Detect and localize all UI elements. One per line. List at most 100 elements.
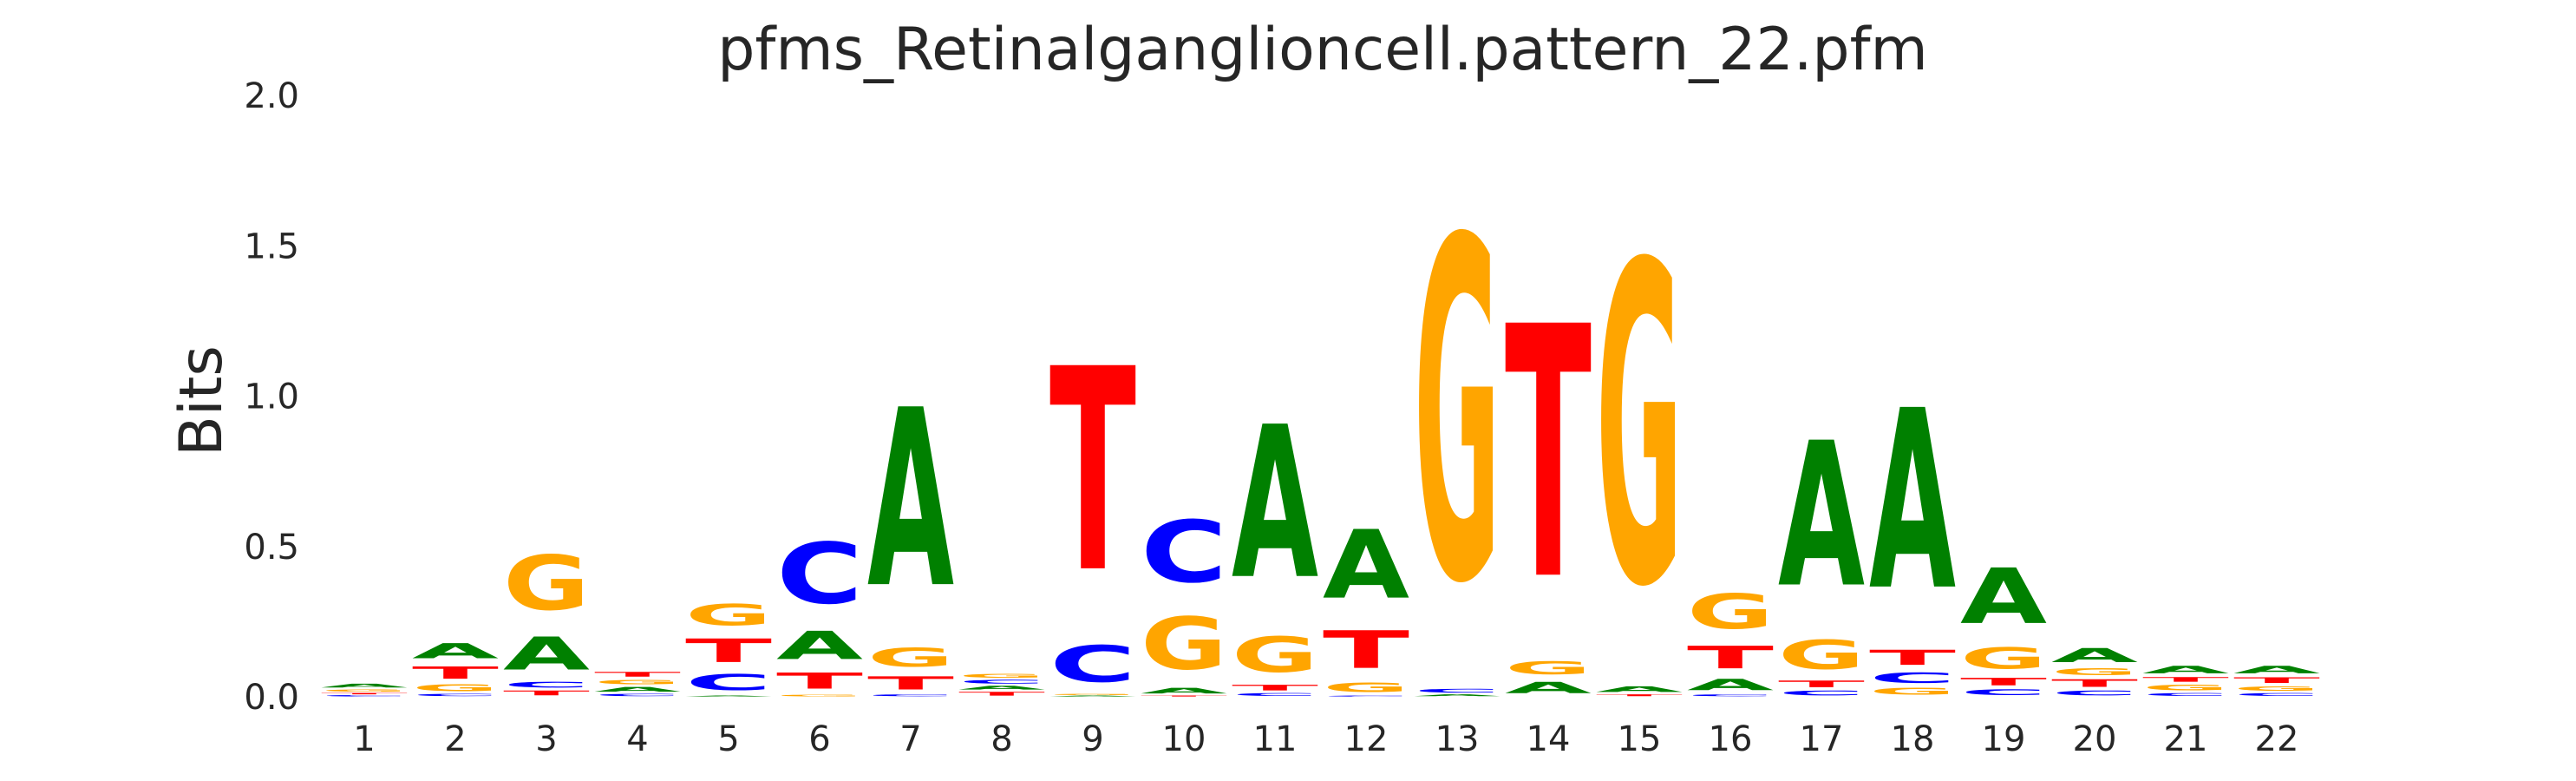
- logo-letter-A: A: [867, 358, 954, 642]
- logo-letter-G: G: [1596, 173, 1683, 683]
- logo-letter-T: T: [958, 691, 1045, 697]
- y-tick-label: 1.0: [244, 377, 299, 417]
- logo-letters: CTGACGTATCAGCAGTACTGGTACCTGATACGAGCTTAGC…: [321, 143, 2320, 697]
- x-tick-label: 17: [1800, 719, 1844, 759]
- logo-letter-A: A: [1414, 694, 1500, 697]
- x-tick-label: 15: [1618, 719, 1662, 759]
- logo-letter-T: T: [1505, 253, 1592, 657]
- logo-letter-T: T: [2142, 676, 2229, 684]
- logo-letter-C: C: [958, 679, 1045, 685]
- x-tick-label: 9: [1082, 719, 1103, 759]
- logo-position-13: ACG: [1414, 143, 1500, 697]
- x-tick-label: 7: [899, 719, 921, 759]
- y-tick-label: 1.5: [244, 226, 299, 266]
- logo-position-15: TAG: [1596, 173, 1683, 697]
- logo-letter-A: A: [2051, 644, 2138, 666]
- logo-letter-A: A: [1596, 685, 1683, 693]
- x-tick-label: 11: [1253, 719, 1298, 759]
- logo-letter-C: C: [1869, 670, 1956, 686]
- x-tick-label: 16: [1709, 719, 1753, 759]
- logo-letter-T: T: [1596, 694, 1683, 697]
- logo-letter-A: A: [2142, 664, 2229, 676]
- x-tick-label: 6: [808, 719, 830, 759]
- logo-letter-A: A: [321, 683, 408, 689]
- chart-title: pfms_Retinalganglioncell.pattern_22.pfm: [717, 16, 1928, 84]
- logo-letter-T: T: [321, 692, 408, 694]
- x-tick-label: 2: [444, 719, 466, 759]
- logo-letter-T: T: [594, 671, 681, 679]
- logo-letter-C: C: [1960, 688, 2047, 697]
- logo-letter-G: G: [1869, 686, 1956, 697]
- logo-letter-C: C: [594, 693, 681, 697]
- logo-letter-A: A: [776, 623, 863, 668]
- x-tick-label: 4: [626, 719, 648, 759]
- logo-letter-C: C: [1687, 694, 1774, 697]
- logo-letter-A: A: [685, 695, 772, 697]
- logo-letter-A: A: [1049, 695, 1136, 697]
- logo-letter-T: T: [1687, 640, 1774, 675]
- y-axis-label: Bits: [167, 345, 236, 456]
- x-tick-label: 1: [353, 719, 375, 759]
- x-tick-label: 12: [1344, 719, 1389, 759]
- logo-letter-T: T: [2233, 676, 2320, 685]
- x-axis-ticks: 1 2 3 4 5 6 7 8 9 10 11 12 13 14 15 16 17 18 19 20 21 22: [353, 719, 2298, 759]
- logo-position-14: AGT: [1505, 253, 1592, 697]
- logo-letter-A: A: [958, 685, 1045, 691]
- logo-letter-A: A: [1232, 383, 1318, 626]
- logo-letter-A: A: [1869, 358, 1956, 646]
- logo-letter-G: G: [1141, 601, 1227, 686]
- logo-letter-C: C: [2142, 692, 2229, 697]
- logo-letter-C: C: [685, 670, 772, 695]
- x-tick-label: 8: [991, 719, 1012, 759]
- logo-letter-T: T: [1960, 676, 2047, 688]
- y-tick-label: 0.5: [244, 528, 299, 568]
- x-tick-label: 10: [1162, 719, 1206, 759]
- logo-letter-A: A: [1141, 686, 1227, 695]
- logo-letter-G: G: [412, 683, 499, 693]
- x-tick-label: 3: [535, 719, 557, 759]
- logo-letter-G: G: [503, 541, 590, 628]
- logo-letter-C: C: [1141, 503, 1227, 602]
- logo-letter-T: T: [412, 663, 499, 683]
- logo-letter-G: G: [321, 689, 408, 692]
- x-tick-label: 22: [2255, 719, 2299, 759]
- logo-letter-A: A: [1778, 399, 1865, 631]
- logo-letter-A: A: [2233, 664, 2320, 676]
- logo-letter-G: G: [1049, 694, 1136, 696]
- logo-letter-G: G: [2233, 685, 2320, 692]
- x-tick-label: 14: [1527, 719, 1571, 759]
- logo-letter-C: C: [776, 525, 863, 623]
- logo-letter-A: A: [503, 628, 590, 680]
- logo-letter-G: G: [594, 679, 681, 686]
- logo-letter-G: G: [1505, 658, 1592, 679]
- logo-letter-A: A: [1960, 553, 2047, 641]
- logo-letter-A: A: [412, 639, 499, 663]
- logo-letter-T: T: [1049, 309, 1136, 633]
- logo-letter-C: C: [503, 680, 590, 689]
- logo-letter-T: T: [1323, 620, 1409, 680]
- logo-letter-G: G: [1414, 143, 1500, 686]
- logo-letter-T: T: [867, 673, 954, 693]
- x-tick-label: 21: [2164, 719, 2208, 759]
- logo-letter-T: T: [1869, 646, 1957, 670]
- logo-letter-T: T: [776, 668, 863, 694]
- logo-letter-C: C: [2233, 692, 2320, 697]
- logo-letter-T: T: [503, 689, 590, 697]
- logo-letter-G: G: [2051, 666, 2138, 677]
